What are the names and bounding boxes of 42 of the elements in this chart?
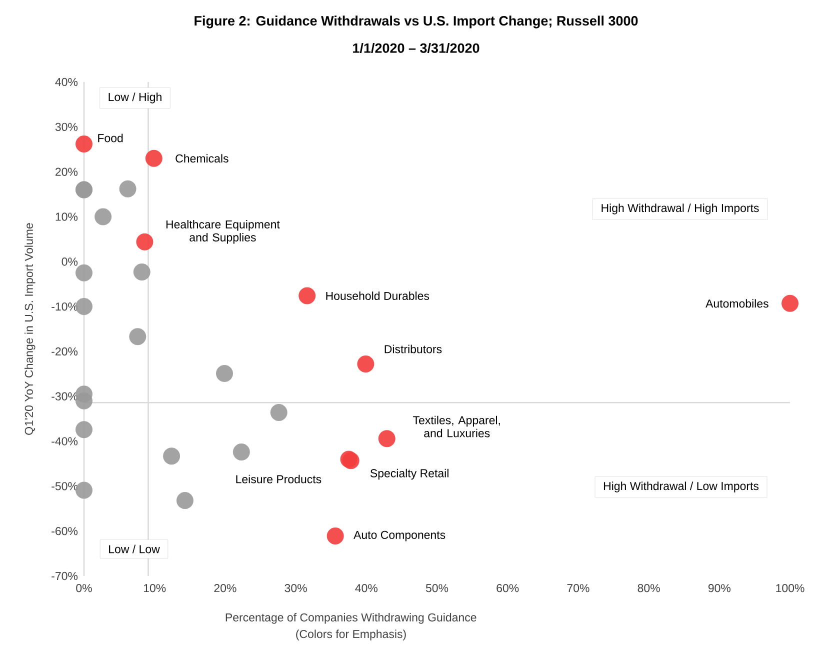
annotation: Leisure Products bbox=[236, 474, 322, 484]
y-tick-label: 20% bbox=[56, 168, 78, 176]
x-tick-label: 0% bbox=[76, 584, 92, 592]
annotation: Textiles, Apparel, and Luxuries bbox=[413, 416, 500, 438]
annotation: Food bbox=[98, 134, 123, 142]
y-tick-label: -10% bbox=[52, 302, 78, 311]
x-tick-label: 20% bbox=[214, 584, 236, 592]
x-tick-label: 50% bbox=[426, 584, 448, 592]
annotation: Healthcare Equipment and Supplies bbox=[166, 220, 280, 244]
y-tick-label: 10% bbox=[56, 212, 78, 221]
y-tick-label: -30% bbox=[52, 392, 78, 400]
y-tick-label: -70% bbox=[52, 572, 78, 580]
y-tick-label: 30% bbox=[55, 122, 78, 131]
y-tick-label: -20% bbox=[52, 347, 78, 356]
x-tick-label: 70% bbox=[567, 584, 590, 592]
annotation: Automobiles bbox=[706, 299, 768, 308]
text: (Colors for Emphasis) bbox=[296, 630, 406, 640]
annotation: Household Durables bbox=[326, 292, 430, 300]
annotation: Distributors bbox=[384, 344, 442, 354]
y-tick-label: 40% bbox=[55, 78, 78, 86]
x-axis-title: Percentage of Companies Withdrawing Guidance bbox=[226, 613, 476, 624]
y-tick-label: -50% bbox=[52, 482, 78, 490]
x-tick-label: 60% bbox=[496, 584, 519, 592]
annotation: Chemicals bbox=[176, 154, 228, 163]
annotation: High Withdrawal / Low Imports bbox=[604, 482, 759, 492]
annotation: Low / Low bbox=[109, 544, 160, 554]
annotation: Auto Components bbox=[354, 530, 446, 542]
annotation: High Withdrawal / High Imports bbox=[602, 204, 759, 214]
x-tick-label: 10% bbox=[144, 584, 166, 592]
annotation: Specialty Retail bbox=[370, 468, 448, 480]
y-tick-label: -40% bbox=[52, 437, 78, 446]
annotation: Low / High bbox=[108, 92, 162, 104]
x-tick-label: 80% bbox=[638, 584, 660, 592]
x-tick-label: 100% bbox=[776, 584, 804, 592]
chart-title: Figure 2: Guidance Withdrawals vs U.S. Import Change; Russell 3000 bbox=[194, 16, 638, 28]
y-tick-label: -60% bbox=[52, 527, 78, 536]
x-tick-label: 40% bbox=[355, 584, 378, 592]
x-tick-label: 30% bbox=[284, 584, 307, 592]
x-tick-label: 90% bbox=[708, 584, 730, 592]
chart-subtitle: 1/1/2020 – 3/31/2020 bbox=[353, 42, 480, 54]
y-axis-title: Q1'20 YoY Change in U.S. Import Volume bbox=[24, 223, 36, 435]
y-tick-label: 0% bbox=[62, 258, 78, 266]
